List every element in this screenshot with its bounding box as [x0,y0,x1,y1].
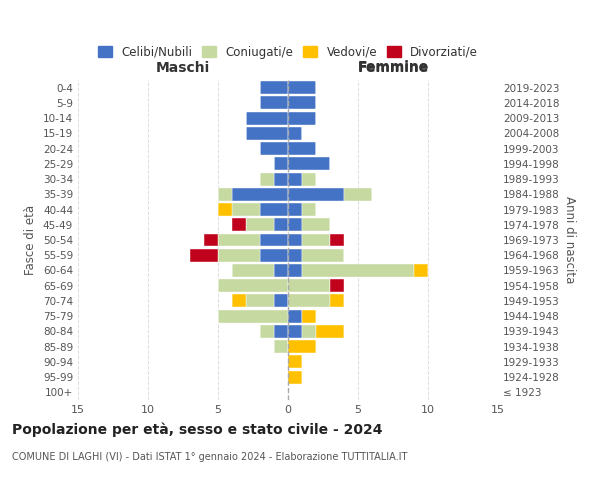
Bar [288,264,302,277]
Bar [218,249,260,262]
Text: Femmine: Femmine [358,60,428,74]
Bar [218,188,232,201]
Bar [218,279,288,292]
Bar [260,325,274,338]
Text: Maschi: Maschi [156,62,210,76]
Y-axis label: Anni di nascita: Anni di nascita [563,196,576,284]
Bar [260,96,288,110]
Bar [260,234,288,246]
Bar [302,264,414,277]
Bar [260,249,288,262]
Bar [288,218,302,231]
Bar [288,112,316,124]
Bar [274,172,288,186]
Bar [260,142,288,155]
Bar [232,294,246,308]
Bar [288,370,302,384]
Bar [232,218,246,231]
Bar [232,264,274,277]
Bar [260,81,288,94]
Text: Popolazione per età, sesso e stato civile - 2024: Popolazione per età, sesso e stato civil… [12,422,383,437]
Bar [218,203,232,216]
Text: Femmine: Femmine [358,62,428,76]
Bar [274,264,288,277]
Bar [288,310,302,322]
Bar [218,310,288,322]
Bar [344,188,372,201]
Bar [288,234,302,246]
Bar [232,188,288,201]
Bar [288,158,330,170]
Bar [274,294,288,308]
Bar [204,234,218,246]
Bar [274,325,288,338]
Bar [232,203,260,216]
Bar [302,249,344,262]
Bar [288,127,302,140]
Bar [302,234,330,246]
Bar [302,172,316,186]
Bar [288,356,302,368]
Bar [218,234,260,246]
Bar [246,218,274,231]
Y-axis label: Fasce di età: Fasce di età [25,205,37,275]
Bar [274,218,288,231]
Bar [274,158,288,170]
Bar [330,234,344,246]
Bar [246,127,288,140]
Bar [288,325,302,338]
Text: COMUNE DI LAGHI (VI) - Dati ISTAT 1° gennaio 2024 - Elaborazione TUTTITALIA.IT: COMUNE DI LAGHI (VI) - Dati ISTAT 1° gen… [12,452,407,462]
Bar [302,310,316,322]
Bar [274,340,288,353]
Bar [288,172,302,186]
Bar [288,188,344,201]
Bar [288,96,316,110]
Bar [302,218,330,231]
Bar [330,294,344,308]
Bar [330,279,344,292]
Bar [288,203,302,216]
Bar [190,249,218,262]
Bar [288,294,330,308]
Bar [288,249,302,262]
Bar [316,325,344,338]
Bar [302,203,316,216]
Bar [414,264,428,277]
Bar [260,203,288,216]
Bar [288,279,330,292]
Bar [260,172,274,186]
Bar [288,142,316,155]
Bar [288,340,316,353]
Bar [246,112,288,124]
Bar [246,294,274,308]
Legend: Celibi/Nubili, Coniugati/e, Vedovi/e, Divorziati/e: Celibi/Nubili, Coniugati/e, Vedovi/e, Di… [93,41,483,64]
Bar [302,325,316,338]
Bar [288,81,316,94]
